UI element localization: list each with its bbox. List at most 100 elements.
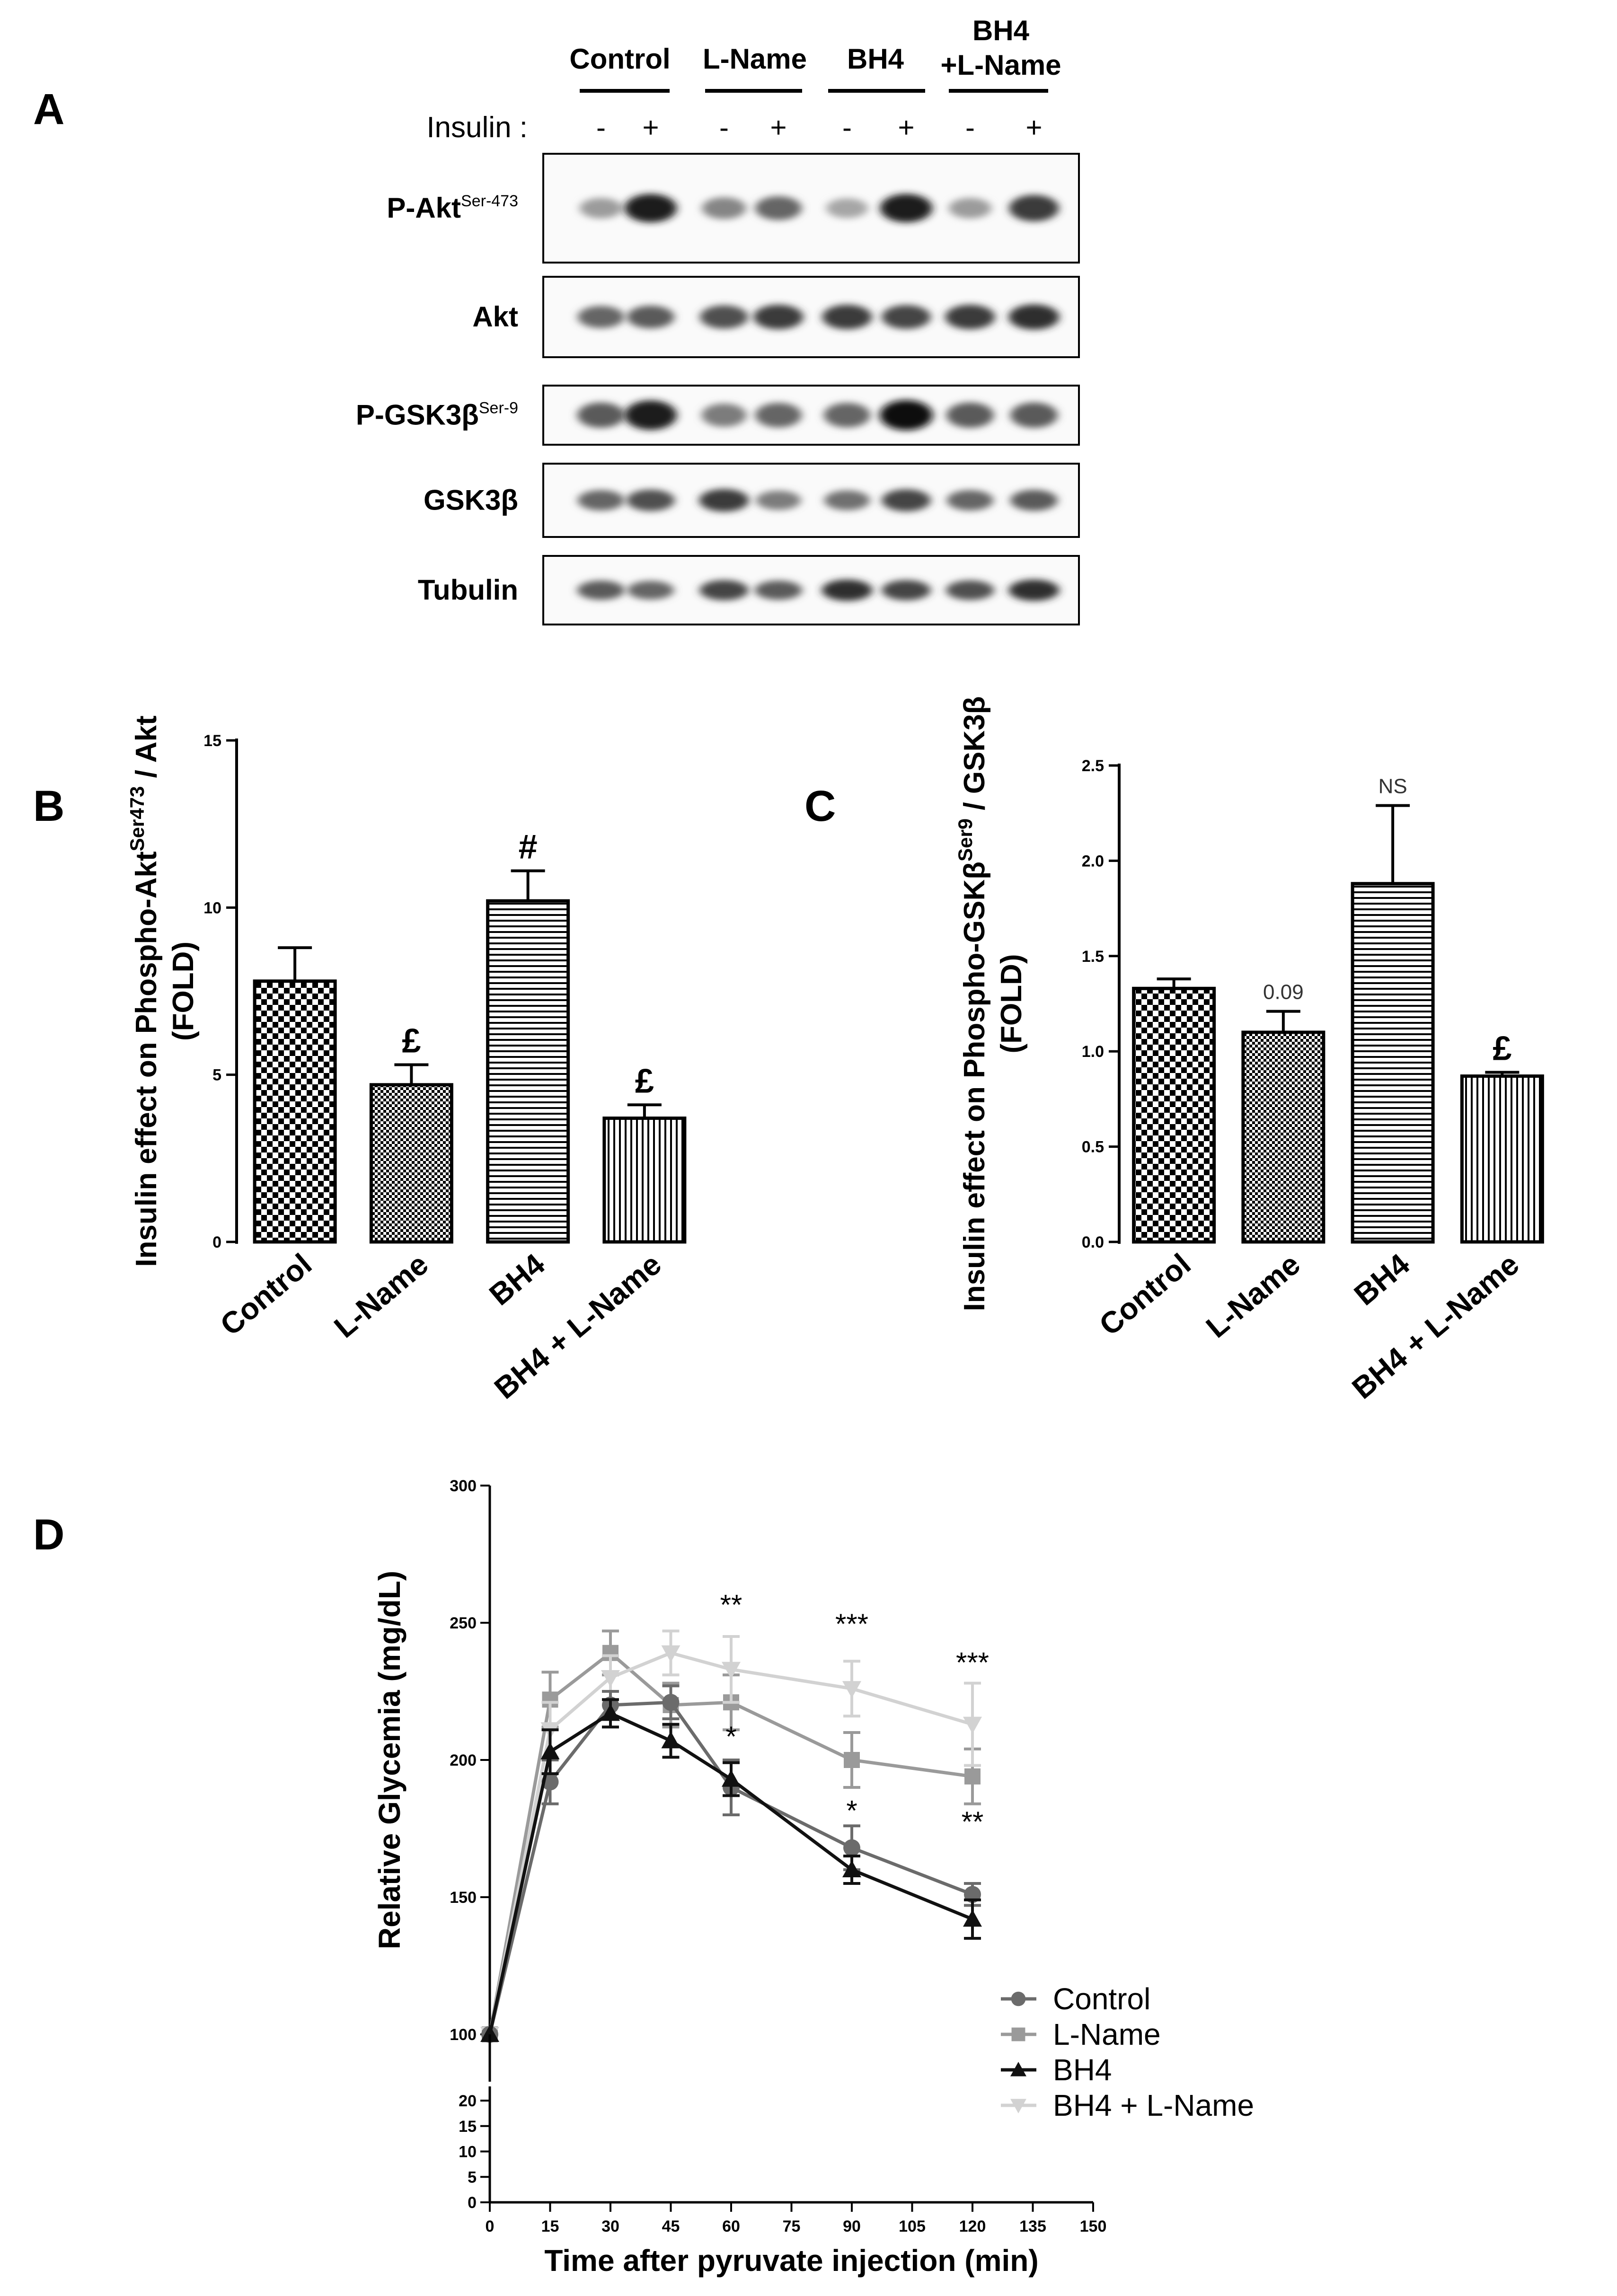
y-tick-label: 5	[468, 2168, 477, 2186]
insulin-sign-7: +	[1025, 112, 1042, 143]
y-tick-label: 10	[459, 2143, 477, 2161]
blot-frame	[542, 153, 1080, 264]
y-tick-label: 15	[459, 2118, 477, 2136]
significance-annotation: **	[720, 1589, 742, 1621]
y-tick-label: 0	[212, 1233, 221, 1251]
y-tick-label: 0.5	[1082, 1138, 1104, 1156]
blot-band	[699, 489, 749, 512]
blot-band	[824, 490, 870, 510]
bar-annotation: £	[1493, 1030, 1511, 1068]
blot-band	[754, 581, 803, 600]
blot-band	[1008, 304, 1060, 330]
blot-band	[577, 306, 625, 328]
panel-label-d: D	[33, 1511, 64, 1559]
blot-band	[882, 305, 931, 329]
x-tick-label: 0	[486, 2217, 495, 2235]
y-tick-label: 2.5	[1082, 757, 1104, 775]
data-point	[844, 1752, 860, 1768]
blot-band	[1009, 195, 1059, 221]
significance-annotation: *	[846, 1795, 857, 1827]
y-tick-label: 300	[450, 1477, 477, 1495]
y-tick-label: 100	[450, 2026, 477, 2044]
y-tick-label: 10	[203, 899, 221, 917]
x-tick-label: 135	[1019, 2217, 1046, 2235]
y-axis-label: Relative Glycemia (mg/dL)	[372, 1571, 406, 1949]
blot-band	[627, 489, 675, 511]
panel-label-b: B	[33, 782, 64, 830]
insulin-sign-1: +	[642, 112, 659, 143]
blot-p-gsk3-: P-GSK3βSer-9	[356, 385, 1080, 446]
group-label-l-name: L-Name	[703, 43, 807, 75]
data-point	[601, 1670, 620, 1687]
data-point	[480, 2025, 499, 2042]
bar-l-name	[1241, 1030, 1325, 1244]
y-tick-label: 1.0	[1082, 1043, 1104, 1061]
significance-annotation: ***	[956, 1646, 989, 1678]
blot-band	[627, 305, 675, 329]
legend-label: BH4 + L-Name	[1053, 2088, 1254, 2122]
bar-control	[1132, 986, 1216, 1244]
bar-l-name	[369, 1083, 453, 1244]
group-label-control: Control	[569, 43, 670, 75]
bar-annotation: 0.09	[1263, 981, 1304, 1004]
data-point	[662, 1694, 680, 1711]
blot-band	[822, 579, 873, 601]
x-tick-label: 105	[899, 2217, 926, 2235]
blot-band	[949, 198, 991, 219]
blot-band	[1010, 402, 1058, 428]
western-blot-panel: Control L-Name BH4 BH4 +L-Name Insulin :…	[356, 15, 1080, 625]
y-tick-label: 2.0	[1082, 852, 1104, 870]
data-point	[843, 1839, 860, 1856]
bar-control	[253, 979, 337, 1244]
blot-band	[624, 400, 677, 430]
blot-band	[753, 305, 804, 329]
blot-band	[577, 490, 625, 511]
y-tick-label: 0.0	[1082, 1233, 1104, 1251]
significance-annotation: ***	[835, 1608, 868, 1640]
data-point	[722, 1662, 741, 1679]
bar-bh4-l-name	[602, 1117, 687, 1244]
y-tick-label: 200	[450, 1751, 477, 1769]
bar-annotation: £	[635, 1062, 654, 1100]
x-tick-label: 150	[1080, 2217, 1107, 2235]
insulin-signs: - + - + - + - +	[596, 112, 1043, 143]
y-tick-label: 5	[212, 1066, 221, 1084]
blot-band	[755, 403, 802, 428]
blot-band	[700, 305, 748, 329]
blot-band	[580, 198, 622, 219]
data-point	[661, 1731, 680, 1749]
blot-p-akt: P-AktSer-473	[387, 153, 1080, 264]
bar-annotation: £	[402, 1022, 421, 1060]
blot-band	[755, 196, 802, 220]
blot-band	[946, 580, 994, 600]
blot-label: GSK3β	[424, 484, 518, 516]
blot-label: Akt	[472, 301, 518, 333]
data-point	[722, 1769, 741, 1787]
blot-band	[702, 197, 746, 220]
blot-band	[826, 198, 868, 218]
blot-akt: Akt	[472, 276, 1080, 358]
y-axis-label: Insulin effect on Phospho-AktSer473 / Ak…	[126, 715, 163, 1267]
panel-label-c: C	[804, 782, 836, 830]
x-category-label: L-Name	[1200, 1247, 1307, 1345]
insulin-sign-5: +	[898, 112, 914, 143]
x-category-label: Control	[1093, 1247, 1197, 1342]
data-point	[540, 1742, 560, 1759]
y-tick-label: 150	[450, 1889, 477, 1907]
blot-band	[577, 402, 625, 428]
blot-band	[880, 400, 933, 431]
data-point	[963, 1909, 982, 1927]
blot-band	[624, 194, 677, 223]
insulin-sign-6: -	[965, 112, 975, 143]
blot-band	[882, 489, 931, 511]
blot-band	[946, 490, 994, 511]
blot-band	[882, 580, 931, 600]
blot-band	[880, 194, 933, 223]
group-label-bh4: BH4	[847, 43, 904, 75]
significance-annotation: **	[962, 1806, 984, 1838]
insulin-sign-0: -	[596, 112, 606, 143]
bar-annotation: #	[519, 828, 538, 866]
